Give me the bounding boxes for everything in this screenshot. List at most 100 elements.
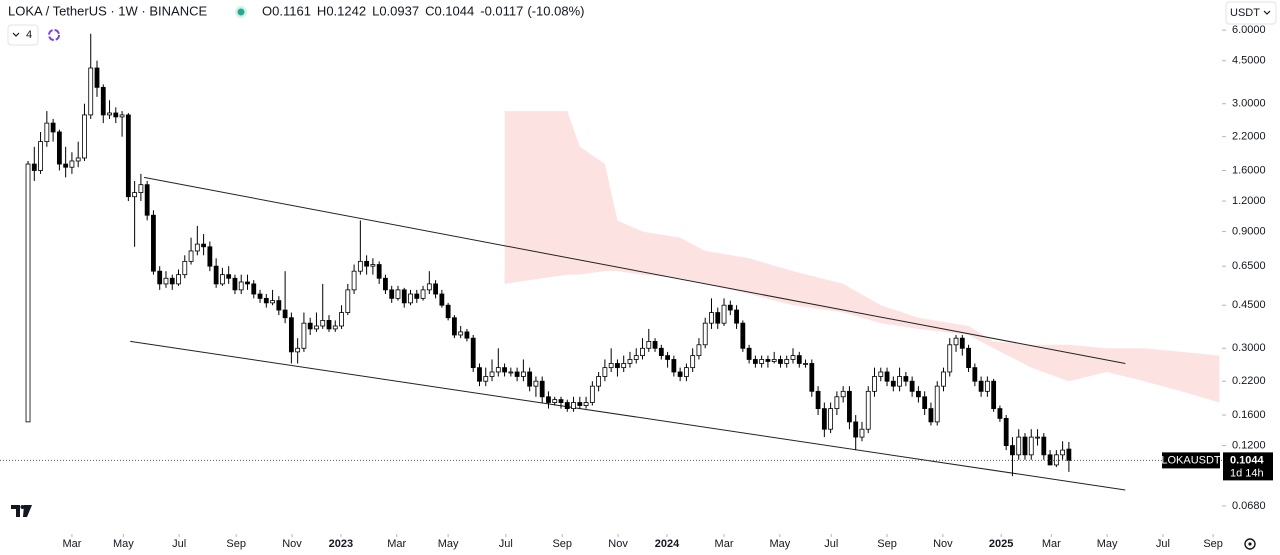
candle-body [721,304,727,324]
candle-body [301,322,307,349]
candle-body [445,304,451,319]
candle-body [577,402,583,406]
candle-body [56,131,62,165]
candle-body [25,163,31,423]
candle-body [583,402,589,406]
plot-area: 6.0000 4.5000 3.0000 2.2000 1.6000 1.2000 0.90… [0,24,1273,550]
x-tick-label: Nov [608,538,628,550]
candle-body [113,112,119,118]
candle-body [702,322,708,346]
candle-body [169,277,175,285]
candle-body [238,281,244,291]
candle-body [608,363,614,369]
candle-body [94,67,100,88]
indicator-count: 4 [26,29,32,41]
candle-body [44,122,50,143]
candle-body [909,380,915,392]
candle-body [201,243,206,248]
candle-body [752,359,758,364]
candle-body [364,260,370,267]
currency-button[interactable] [1225,1,1277,25]
candle-body [646,341,652,349]
candle-body [696,344,702,357]
candle-body [558,399,564,403]
price-tag: 0.1044 [1230,454,1265,466]
candle-body [571,402,576,409]
candle-body [220,274,225,285]
legend-value: 0.1044 [434,3,474,18]
candle-body [520,371,526,377]
x-tick-label: 2023 [329,538,353,550]
legend-label: C [425,3,434,18]
candle-body [615,363,620,369]
y-tick-label: 1.6000 [1232,164,1266,176]
candle-body [151,214,156,272]
y-tick-label: 0.0680 [1232,500,1266,512]
x-tick-label: Sep [226,538,246,550]
candle-body [815,390,821,409]
candle-body [715,312,721,324]
candle-body [188,250,194,262]
candle-body [314,325,319,330]
candle-body [213,265,219,285]
candle-body [665,355,670,360]
x-tick-label: Sep [1203,538,1223,550]
candle-body [288,317,294,353]
candle-body [483,376,489,382]
candle-body [63,163,69,168]
candle-body [395,289,401,299]
candle-body [966,347,971,369]
candle-body [959,337,965,349]
candle-body [1016,436,1022,456]
candle-body [984,380,990,392]
candle-body [627,359,633,364]
x-tick-label: Jul [1156,538,1170,550]
candle-body [345,289,351,313]
candle-body [546,396,551,403]
x-tick-label: 2024 [655,538,680,550]
x-tick-label: Sep [552,538,572,550]
candle-body [1022,436,1028,456]
candle-body [351,270,357,291]
candle-body [489,371,495,377]
y-tick-label: 0.2200 [1232,375,1266,387]
indicator-toggle[interactable] [7,24,39,46]
candle-body [414,293,420,299]
candle-body [295,347,301,353]
trendline [130,340,1126,491]
candle-body [640,347,645,357]
x-tick-label: May [1097,538,1118,550]
candle-body [847,390,852,423]
candle-body [872,376,877,392]
candle-body [1041,436,1047,456]
x-tick-label: Nov [282,538,302,550]
candle-body [633,355,639,360]
candle-body [953,337,959,346]
candle-body [790,355,796,360]
candle-body [157,270,163,285]
candle-body [890,380,896,387]
candle-body [897,376,902,387]
candle-body [226,274,232,279]
candle-body [671,359,677,373]
candle-body [326,320,332,330]
trendline [143,176,1126,364]
x-tick-label: Mar [715,538,734,550]
candle-body [182,260,188,276]
candle-body [75,157,81,162]
candle-body [922,396,928,409]
candle-body [658,347,664,357]
settings-icon[interactable] [1244,538,1256,550]
candle-body [1035,436,1040,439]
candle-body [433,283,438,295]
candle-body [245,281,250,285]
candle-body [464,331,470,339]
legend-value: 0.1242 [326,3,366,18]
candle-body [746,347,752,360]
indicator-icon[interactable] [48,29,60,41]
y-tick-label: 0.3000 [1232,342,1266,354]
candle-body [207,246,213,267]
candle-body [997,408,1003,419]
candle-body [514,371,520,377]
candle-body [100,86,106,116]
